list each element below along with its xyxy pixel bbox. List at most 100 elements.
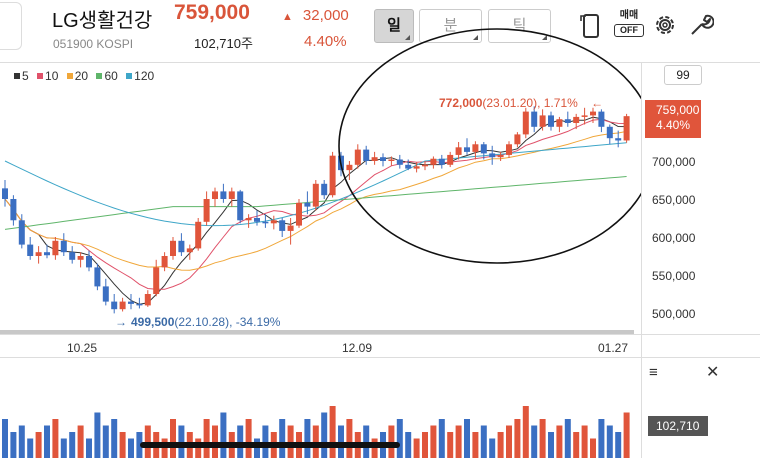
trade-toggle-state: OFF xyxy=(614,24,644,37)
price-change-value: 32,000 xyxy=(302,7,349,24)
candle xyxy=(321,183,328,196)
axis-divider xyxy=(641,62,642,458)
volume-bar xyxy=(69,432,76,458)
volume-bar xyxy=(237,425,244,458)
candle xyxy=(464,147,470,152)
candle xyxy=(35,252,42,256)
y-tick-label: 600,000 xyxy=(652,231,696,245)
volume-bar xyxy=(161,438,168,458)
volume-bar xyxy=(119,432,126,458)
candle xyxy=(514,134,521,145)
volume-chart[interactable] xyxy=(0,358,641,458)
y-tick-label: 650,000 xyxy=(652,193,696,207)
tab-daily-label: 일 xyxy=(387,17,401,34)
tablet-rotate-icon[interactable] xyxy=(578,12,604,40)
volume-bar xyxy=(489,438,496,458)
candlestick-chart[interactable] xyxy=(0,0,641,334)
candle xyxy=(161,256,168,268)
candle xyxy=(186,248,193,253)
corner-menu-icon xyxy=(473,35,478,40)
x-tick-label: 12.09 xyxy=(342,341,373,355)
volume-bar xyxy=(480,425,487,458)
candle xyxy=(136,303,143,306)
volume-bar xyxy=(136,432,143,458)
candle xyxy=(228,191,235,199)
candle xyxy=(10,199,17,221)
tab-daily[interactable]: 일 xyxy=(374,9,414,43)
volume-bar xyxy=(44,425,50,458)
corner-menu-icon xyxy=(542,35,547,40)
price-change-pct: 4.40% xyxy=(304,33,347,50)
candle xyxy=(119,301,126,310)
highlight-circle xyxy=(338,28,641,264)
volume-bar xyxy=(254,438,260,458)
back-button[interactable] xyxy=(0,2,22,50)
volume-bar xyxy=(548,432,554,458)
candle xyxy=(203,199,210,222)
low-detail: (22.10.28), -34.19% xyxy=(174,315,281,329)
volume-bar xyxy=(304,419,311,458)
volume-bar xyxy=(598,419,605,458)
tab-minute[interactable]: 분 xyxy=(419,9,482,43)
ma-line-20 xyxy=(4,130,627,271)
ma-legend-60: 60 xyxy=(96,69,118,83)
candle xyxy=(506,144,512,155)
volume-bar xyxy=(531,425,538,458)
candle xyxy=(44,252,50,256)
stock-name: LG생활건강 xyxy=(52,10,153,32)
candle xyxy=(405,164,412,169)
gear-icon[interactable] xyxy=(652,12,678,38)
volume-bar xyxy=(111,419,118,458)
volume-bar xyxy=(94,412,101,458)
volume-bar xyxy=(102,425,109,458)
volume-bar xyxy=(10,432,17,458)
corner-menu-icon xyxy=(405,35,410,40)
trade-toggle[interactable]: 매매 OFF xyxy=(614,10,644,37)
volume-bar xyxy=(581,425,588,458)
stock-header: LG생활건강 051900 KOSPI 759,000 102,710주 ▲ 32… xyxy=(0,0,760,62)
menu-icon[interactable]: ≡ xyxy=(649,364,658,381)
candle xyxy=(590,111,596,116)
stock-code: 051900 KOSPI xyxy=(53,37,134,51)
volume-bar xyxy=(329,406,336,458)
volume-bar xyxy=(245,419,252,458)
candle xyxy=(531,111,538,127)
candle xyxy=(287,225,294,231)
volume-bar xyxy=(447,432,454,458)
volume-bar xyxy=(472,432,479,458)
volume-bar xyxy=(405,432,412,458)
volume-bar xyxy=(128,438,134,458)
candle xyxy=(548,115,554,127)
wrench-icon[interactable] xyxy=(688,12,714,38)
y-tick-label: 500,000 xyxy=(652,307,696,321)
period-count-box[interactable]: 99 xyxy=(664,65,702,85)
tab-tick[interactable]: 틱 xyxy=(488,9,551,43)
x-tick-label: 01.27 xyxy=(598,341,629,355)
volume-bar xyxy=(422,432,428,458)
candle xyxy=(86,256,92,268)
volume-bar xyxy=(195,438,202,458)
volume-bar xyxy=(438,419,445,458)
volume-bar xyxy=(279,419,286,458)
close-icon[interactable]: ✕ xyxy=(706,364,720,381)
chart-bottom-divider xyxy=(0,334,760,335)
volume-bar xyxy=(413,438,420,458)
candle xyxy=(489,153,496,158)
ma-legend-10: 10 xyxy=(37,69,58,83)
volume-bar xyxy=(35,432,42,458)
volume-bar xyxy=(346,419,353,458)
volume-bar xyxy=(564,419,571,458)
volume-bar xyxy=(556,425,563,458)
candle xyxy=(346,164,353,171)
candle xyxy=(413,166,420,169)
candle xyxy=(564,119,571,123)
x-tick-label: 10.25 xyxy=(67,341,98,355)
candle xyxy=(304,202,311,207)
volume-bar xyxy=(506,425,512,458)
right-arrow-icon: → xyxy=(115,315,127,329)
candle xyxy=(472,144,479,152)
current-price-tag-value: 759,000 xyxy=(656,103,700,117)
candle xyxy=(581,115,588,117)
trade-toggle-label: 매매 xyxy=(619,10,639,21)
candle xyxy=(522,111,529,135)
